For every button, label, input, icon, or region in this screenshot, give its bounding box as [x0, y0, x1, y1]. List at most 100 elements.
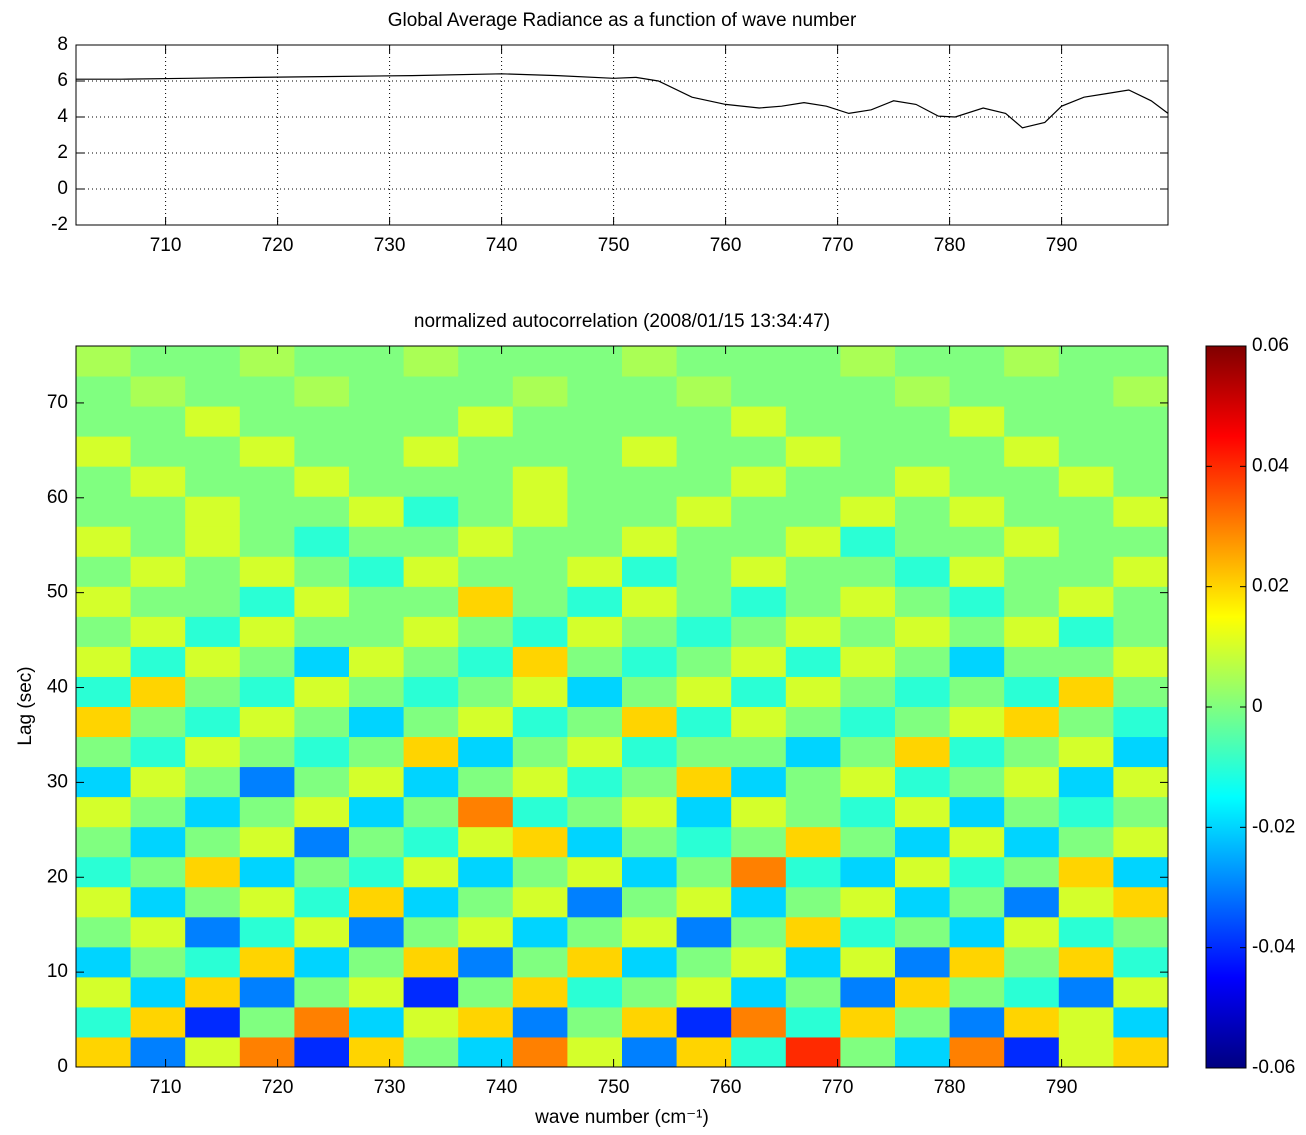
heatmap-cell	[239, 436, 295, 467]
heatmap-cell	[731, 706, 787, 738]
heatmap-cell	[567, 436, 623, 467]
heatmap-cell	[949, 1036, 1005, 1068]
heatmap-cell	[76, 616, 132, 647]
heatmap-cell	[76, 556, 132, 587]
heatmap-cell	[567, 856, 623, 888]
heatmap-cell	[239, 766, 295, 798]
heatmap-cell	[349, 856, 405, 888]
heatmap-cell	[349, 676, 405, 707]
heatmap-cell	[840, 526, 896, 557]
heatmap-cell	[76, 496, 132, 527]
heatmap-cell	[785, 496, 841, 527]
heatmap-cell	[840, 1036, 896, 1068]
heatmap-cell	[895, 736, 951, 768]
heatmap-cell	[731, 946, 787, 978]
heatmap-cell	[130, 376, 186, 407]
heatmap-cell	[1004, 916, 1060, 948]
heatmap-cell	[239, 826, 295, 858]
heatmap-cell	[731, 556, 787, 587]
y-tick-label: 0	[57, 1056, 68, 1077]
heatmap-cell	[840, 886, 896, 918]
heatmap-cell	[76, 646, 132, 677]
y-tick-label: -2	[51, 214, 68, 235]
heatmap-cell	[731, 826, 787, 858]
heatmap-cell	[76, 856, 132, 888]
heatmap-cell	[949, 856, 1005, 888]
y-tick-label: 10	[47, 961, 68, 982]
heatmap-cell	[458, 556, 514, 587]
heatmap-cell	[349, 736, 405, 768]
heatmap-cell	[676, 676, 732, 707]
heatmap-cell	[349, 646, 405, 677]
heatmap-cell	[895, 1036, 951, 1068]
heatmap-cell	[840, 436, 896, 467]
heatmap-cell	[130, 886, 186, 918]
heatmap-cell	[1004, 1006, 1060, 1038]
heatmap-cell	[840, 586, 896, 617]
heatmap-cell	[76, 376, 132, 407]
heatmap-cell	[403, 616, 459, 647]
heatmap-cell	[458, 496, 514, 527]
heatmap-cell	[403, 646, 459, 677]
heatmap-cell	[567, 886, 623, 918]
heatmap-cell	[349, 346, 405, 377]
heatmap-cell	[76, 736, 132, 768]
heatmap-cell	[1058, 526, 1114, 557]
heatmap-cell	[567, 1036, 623, 1068]
heatmap-cell	[130, 406, 186, 437]
heatmap-cell	[622, 856, 678, 888]
heatmap-cell	[840, 1006, 896, 1038]
heatmap-cell	[458, 616, 514, 647]
heatmap-cell	[949, 946, 1005, 978]
heatmap-cell	[949, 766, 1005, 798]
heatmap-cell	[458, 406, 514, 437]
heatmap-cell	[949, 436, 1005, 467]
heatmap-cell	[403, 916, 459, 948]
heatmap-cell	[512, 826, 568, 858]
heatmap-cell	[567, 826, 623, 858]
y-tick-label: 50	[47, 582, 68, 603]
heatmap-cell	[458, 376, 514, 407]
heatmap-cell	[622, 676, 678, 707]
heatmap-cell	[731, 406, 787, 437]
heatmap-cell	[676, 946, 732, 978]
heatmap-cell	[731, 976, 787, 1008]
heatmap-cell	[349, 916, 405, 948]
heatmap-cell	[1058, 466, 1114, 497]
heatmap-cell	[512, 676, 568, 707]
heatmap-cell	[458, 706, 514, 738]
heatmap-cell	[840, 766, 896, 798]
heatmap-cell	[512, 856, 568, 888]
y-tick-label: 6	[57, 70, 68, 91]
heatmap-cell	[949, 646, 1005, 677]
heatmap-cell	[239, 466, 295, 497]
heatmap-cell	[403, 856, 459, 888]
heatmap-cell	[130, 436, 186, 467]
heatmap-cell	[1058, 496, 1114, 527]
heatmap-cell	[567, 556, 623, 587]
y-tick-label: 8	[57, 34, 68, 55]
heatmap-cell	[458, 466, 514, 497]
heatmap-cell	[294, 406, 350, 437]
heatmap-cell	[185, 376, 241, 407]
heatmap-cell	[785, 856, 841, 888]
heatmap-cell	[785, 976, 841, 1008]
heatmap-cell	[1058, 886, 1114, 918]
heatmap-cell	[567, 406, 623, 437]
heatmap-cell	[1004, 466, 1060, 497]
heatmap-cell	[294, 616, 350, 647]
heatmap-cell	[294, 796, 350, 828]
heatmap-cell	[1004, 436, 1060, 467]
heatmap-cell	[130, 526, 186, 557]
heatmap-cell	[949, 796, 1005, 828]
colorbar-tick-label: 0.02	[1252, 576, 1289, 597]
heatmap-cell	[130, 1006, 186, 1038]
x-tick-label: 780	[934, 1077, 966, 1098]
heatmap-cell	[185, 496, 241, 527]
heatmap-cell	[239, 1036, 295, 1068]
heatmap-cell	[185, 826, 241, 858]
heatmap-cell	[949, 406, 1005, 437]
heatmap-cell	[1058, 916, 1114, 948]
heatmap-cell	[130, 1036, 186, 1068]
heatmap-cell	[567, 766, 623, 798]
